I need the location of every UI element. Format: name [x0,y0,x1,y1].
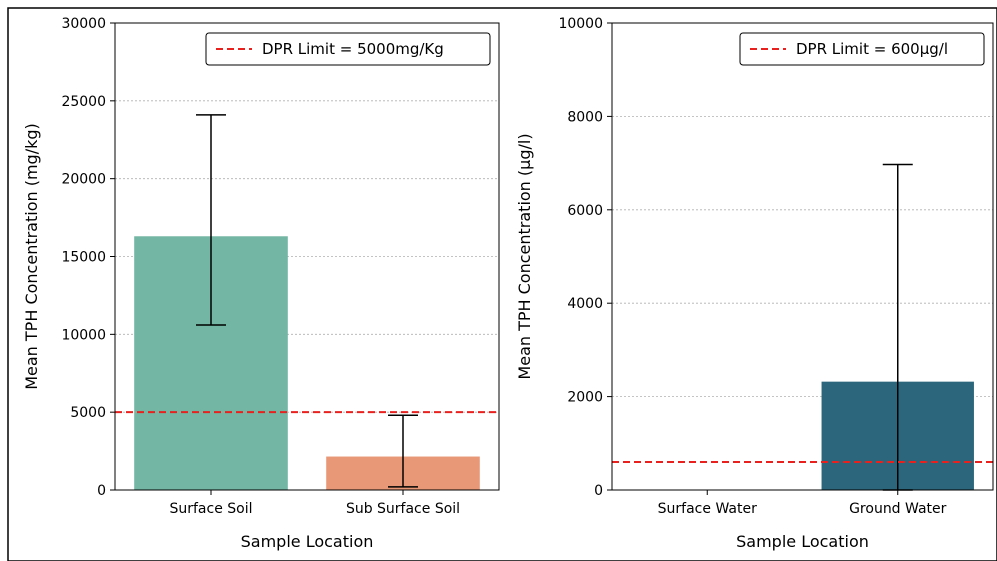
legend-label: DPR Limit = 5000mg/Kg [262,40,444,58]
y-tick-label: 6000 [567,203,603,219]
x-tick-label: Surface Water [658,501,757,517]
y-axis-label: Mean TPH Concentration (μg/l) [515,133,534,379]
legend-box [205,32,491,66]
y-tick-label: 10000 [61,327,106,343]
x-axis-label: Sample Location [241,532,374,551]
y-tick-label: 30000 [61,16,106,32]
plot-frame [611,22,994,491]
y-tick-label: 5000 [70,405,106,421]
y-tick-label: 2000 [567,390,603,406]
y-tick-label: 0 [97,483,106,499]
chart-panel-soil: Surface Soil Sub Surface Soil 0 5000 10000 15… [22,16,500,551]
y-tick-label: 25000 [61,94,106,110]
y-tick-label: 15000 [61,250,106,266]
x-tick-label: Surface Soil [169,501,252,517]
x-axis-label: Sample Location [736,532,869,551]
y-tick-label: 8000 [567,109,603,125]
legend-box [739,32,985,66]
y-tick-label: 4000 [567,296,603,312]
chart-panel-water: Surface Water Ground Water 0 2000 4000 6000 80… [515,16,994,551]
x-tick-label: Ground Water [849,501,947,517]
figure-border [7,7,997,561]
y-tick-label: 10000 [558,16,603,32]
y-axis-label: Mean TPH Concentration (mg/kg) [22,123,41,390]
x-tick-label: Sub Surface Soil [346,501,460,517]
y-tick-label: 20000 [61,172,106,188]
legend-label: DPR Limit = 600μg/l [796,40,948,58]
y-tick-label: 0 [594,483,603,499]
